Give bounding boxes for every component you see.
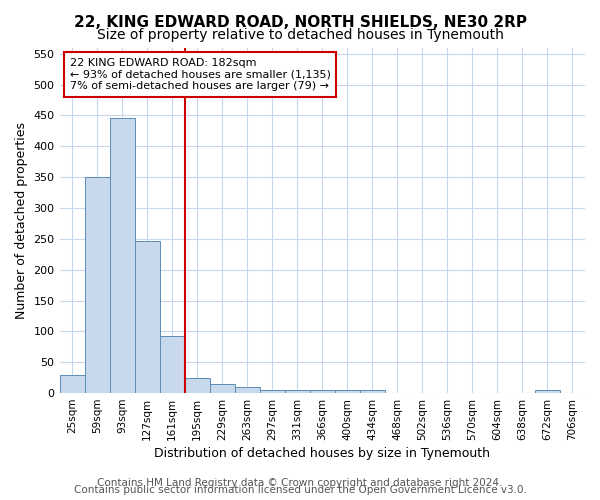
Y-axis label: Number of detached properties: Number of detached properties	[15, 122, 28, 319]
Bar	[335, 390, 360, 393]
Bar	[209, 384, 235, 393]
Bar	[360, 390, 385, 393]
Bar	[110, 118, 134, 393]
Bar	[235, 387, 260, 393]
Bar	[134, 240, 160, 393]
Bar	[260, 390, 285, 393]
Bar	[59, 374, 85, 393]
Bar	[160, 336, 185, 393]
Bar	[310, 390, 335, 393]
Text: Size of property relative to detached houses in Tynemouth: Size of property relative to detached ho…	[97, 28, 503, 42]
Bar	[85, 177, 110, 393]
Bar	[285, 390, 310, 393]
Text: 22 KING EDWARD ROAD: 182sqm
← 93% of detached houses are smaller (1,135)
7% of s: 22 KING EDWARD ROAD: 182sqm ← 93% of det…	[70, 58, 331, 91]
Text: Contains public sector information licensed under the Open Government Licence v3: Contains public sector information licen…	[74, 485, 526, 495]
Text: Contains HM Land Registry data © Crown copyright and database right 2024.: Contains HM Land Registry data © Crown c…	[97, 478, 503, 488]
Bar	[185, 378, 209, 393]
Text: 22, KING EDWARD ROAD, NORTH SHIELDS, NE30 2RP: 22, KING EDWARD ROAD, NORTH SHIELDS, NE3…	[74, 15, 527, 30]
X-axis label: Distribution of detached houses by size in Tynemouth: Distribution of detached houses by size …	[154, 447, 490, 460]
Bar	[535, 390, 560, 393]
